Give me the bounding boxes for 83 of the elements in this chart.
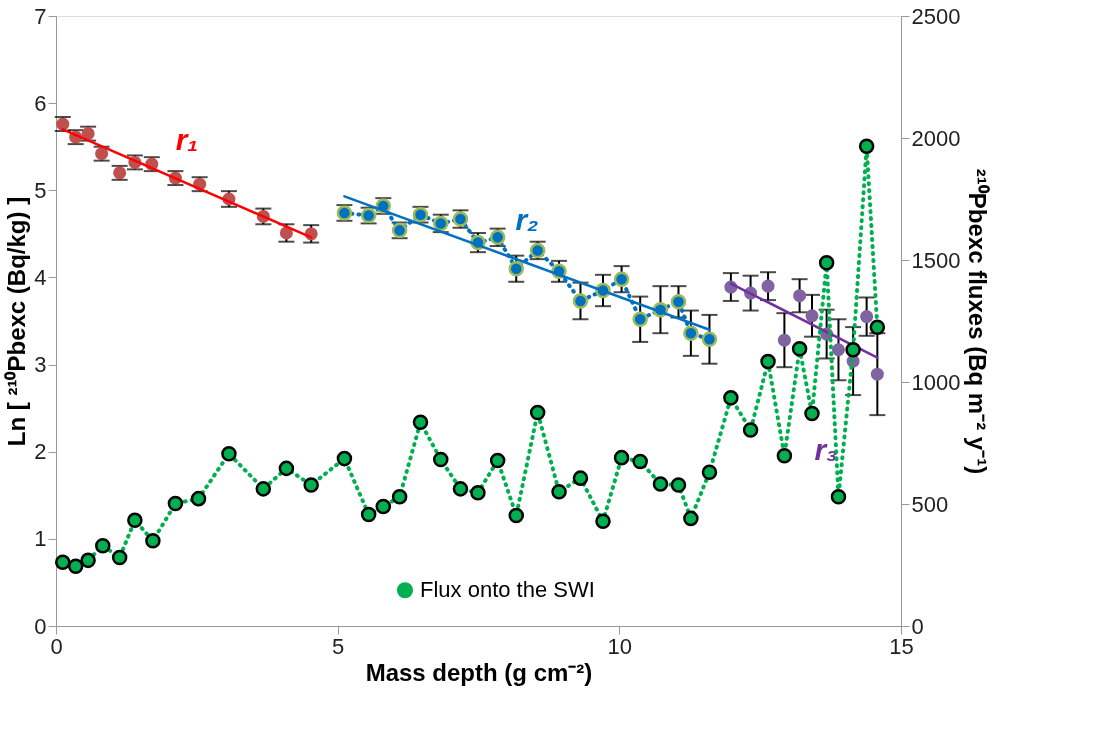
point <box>127 512 143 529</box>
y2-tick-label: 0 <box>911 613 924 639</box>
point <box>67 558 84 574</box>
y-tick-label: 2 <box>34 439 47 465</box>
point <box>432 451 449 468</box>
point <box>54 554 71 571</box>
point <box>777 333 791 347</box>
y-tick-label: 6 <box>34 90 47 116</box>
point <box>830 488 847 505</box>
point <box>278 460 295 477</box>
point <box>613 271 630 287</box>
y-tick-label: 5 <box>34 177 47 203</box>
point <box>742 422 759 438</box>
point <box>858 138 875 155</box>
point <box>595 513 611 530</box>
series-label: r₁ <box>175 123 199 157</box>
y2-axis-title: ²¹⁰Pbexc fluxes (Bq m⁻² y⁻¹) <box>964 168 992 475</box>
point <box>701 464 718 481</box>
point <box>818 254 835 271</box>
point <box>508 260 525 277</box>
y-tick-label: 7 <box>34 3 47 29</box>
y2-tick-label: 1000 <box>911 369 961 395</box>
point <box>683 325 699 341</box>
x-tick-label: 0 <box>50 633 63 659</box>
point <box>412 414 429 431</box>
point <box>221 445 237 462</box>
text: r₃ <box>814 432 838 466</box>
point <box>529 404 546 421</box>
point <box>190 490 207 507</box>
point <box>508 507 525 524</box>
x-tick-label: 5 <box>332 633 345 659</box>
y2-tick-label: 2500 <box>911 3 961 29</box>
point <box>613 449 630 466</box>
point <box>831 343 845 357</box>
point <box>805 309 819 323</box>
point <box>94 537 111 554</box>
point <box>860 310 874 324</box>
y2-tick-label: 1500 <box>911 247 961 273</box>
x-axis-title: Mass depth (g cm⁻²) <box>365 658 593 686</box>
point <box>145 533 161 549</box>
y-tick-label: 3 <box>34 352 47 378</box>
point <box>303 477 319 493</box>
point <box>760 353 776 370</box>
y-tick-label: 0 <box>34 613 47 639</box>
point <box>489 452 506 469</box>
point <box>670 477 687 493</box>
point <box>701 331 718 348</box>
y-tick-label: 1 <box>34 526 47 552</box>
point <box>793 289 807 303</box>
point <box>572 470 589 486</box>
point <box>336 450 353 467</box>
y2-tick-label: 2000 <box>911 125 961 151</box>
point <box>255 481 272 497</box>
legend-label: Flux onto the SWI <box>420 577 595 603</box>
point <box>869 319 886 336</box>
point <box>804 405 820 422</box>
point <box>375 498 392 515</box>
x-tick-label: 15 <box>889 633 914 659</box>
point <box>360 506 377 523</box>
point <box>845 342 861 358</box>
series-label: r₂ <box>515 203 539 237</box>
point <box>111 549 128 566</box>
y-tick-label: 4 <box>34 264 47 290</box>
point <box>670 294 687 310</box>
point <box>391 488 408 505</box>
y2-tick-label: 500 <box>911 491 949 517</box>
point <box>470 485 486 501</box>
point <box>761 279 775 293</box>
point <box>167 495 184 512</box>
point <box>791 341 808 357</box>
x-tick-label: 10 <box>607 633 633 659</box>
point <box>632 311 648 328</box>
point <box>80 552 96 569</box>
point <box>452 481 469 497</box>
point <box>870 367 884 381</box>
point <box>683 510 699 527</box>
point <box>632 453 648 470</box>
point <box>652 476 669 492</box>
point <box>776 447 793 464</box>
point <box>723 390 739 406</box>
point <box>572 293 589 309</box>
point <box>551 484 567 500</box>
y-axis-title: Ln [ ²¹⁰Pbexc (Bq/kg) ] <box>3 196 31 447</box>
